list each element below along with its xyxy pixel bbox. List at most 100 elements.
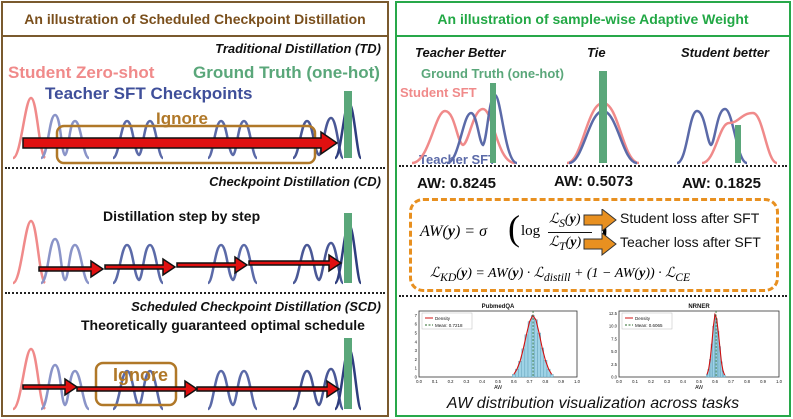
scd-title: Scheduled Checkpoint Distillation (SCD) [131, 299, 381, 314]
cd-arrow-4 [248, 253, 343, 273]
x-tick-label: 0.5 [495, 379, 501, 384]
aw-formula: AW(y) = σ [420, 223, 487, 240]
y-tick-label: 6 [415, 322, 418, 327]
x-tick-label: 0.6 [712, 379, 718, 384]
legend-density-label: Density [635, 316, 651, 321]
x-tick-label: 0.0 [616, 379, 622, 384]
cd-curves [11, 213, 363, 285]
histogram-pubmedqa: PubmedQA Density Mean: 0.7218 0.0 0.1 0.2 0.3 0… [415, 304, 581, 391]
hist-bar [549, 374, 554, 378]
y-tick-label: 5.0 [611, 349, 617, 354]
student-curve [11, 96, 47, 160]
teacher-sft-label: Teacher SFT [419, 152, 497, 167]
x-tick-label: 0.2 [648, 379, 654, 384]
y-tick-label: 10.0 [609, 324, 618, 329]
cd-arrow-1 [38, 259, 105, 279]
cd-subtitle: Distillation step by step [103, 208, 261, 224]
cd-arrow-3 [176, 255, 249, 275]
divider [399, 165, 787, 167]
y-tick-label: 7.5 [611, 336, 617, 341]
scd-curves [11, 338, 363, 411]
legend-mean-label: Mean: 0.7218 [435, 323, 463, 328]
histograms: PubmedQA Density Mean: 0.7218 0.0 0.1 0.2 0.3 0… [415, 304, 783, 391]
x-tick-label: 0.8 [744, 379, 750, 384]
cd-arrow-2 [104, 257, 177, 277]
gt-label: Ground Truth (one-hot) [421, 66, 564, 81]
scd-ignore-box [94, 361, 178, 407]
x-tick-label: 0.1 [432, 379, 438, 384]
y-tick-label: 3 [415, 348, 418, 353]
y-tick-label: 1 [415, 366, 418, 371]
histogram-nrner: NRNER Density Mean: 0.6065 0.0 0.1 0.2 0.3 0.4 0… [609, 304, 783, 391]
legend-mean-label: Mean: 0.6065 [635, 323, 663, 328]
x-tick-label: 0.2 [448, 379, 454, 384]
y-tick-label: 4 [415, 339, 418, 344]
right-panel-header: An illustration of sample-wise Adaptive … [397, 3, 789, 37]
legend-box [421, 312, 473, 330]
left-panel-header: An illustration of Scheduled Checkpoint … [3, 3, 387, 37]
scheduled-checkpoint-panel: An illustration of Scheduled Checkpoint … [1, 1, 389, 417]
hist-bar [534, 319, 538, 378]
scd-arrow-1 [22, 377, 79, 397]
left-diagram [11, 91, 363, 411]
teacher-curve-1 [39, 113, 91, 160]
scd-ignore-label: Ignore [113, 365, 169, 385]
x-tick-label: 0.8 [542, 379, 548, 384]
td-ignore-label: Ignore [156, 109, 208, 128]
legend-density-label: Density [435, 316, 451, 321]
paren-open: ( [508, 208, 520, 248]
density-curve [706, 312, 726, 376]
scd-arrow-3 [196, 379, 341, 399]
student-sft-label: Student SFT [400, 85, 477, 100]
teacher-sft-checkpoints-label: Teacher SFT Checkpoints [45, 84, 253, 103]
x-tick-label: 0.4 [680, 379, 686, 384]
x-axis-label: AW [494, 385, 502, 391]
x-tick-label: 0.7 [527, 379, 533, 384]
legend-box [621, 312, 673, 330]
hist-bar [723, 374, 726, 378]
x-tick-label: 0.3 [463, 379, 469, 384]
x-tick-label: 1.0 [776, 379, 782, 384]
ground-truth-bar [344, 91, 352, 158]
x-tick-label: 0.6 [511, 379, 517, 384]
y-tick-label: 2 [415, 357, 418, 362]
x-tick-label: 0.5 [696, 379, 702, 384]
ls-numerator: ℒS(y) [549, 212, 581, 230]
aw-value-1: AW: 0.8245 [417, 175, 496, 192]
case-teacher-better: Teacher Better [415, 45, 506, 60]
y-tick-label: 12.5 [609, 311, 618, 316]
divider [5, 167, 385, 169]
hist-title: PubmedQA [482, 304, 515, 310]
y-tick-label: 7 [415, 313, 418, 318]
x-tick-label: 0.7 [728, 379, 734, 384]
aw-value-3: AW: 0.1825 [682, 175, 761, 192]
formula-box: AW(y) = σ ( log ℒS(y) ℒT(y) ) Student lo… [409, 198, 779, 292]
x-tick-label: 0.9 [760, 379, 766, 384]
formula-arrows [583, 209, 617, 257]
td-title: Traditional Distillation (TD) [215, 41, 381, 56]
teacher-loss-label: Teacher loss after SFT [620, 234, 761, 250]
scd-subtitle: Theoretically guaranteed optimal schedul… [81, 317, 365, 333]
hist-bar [527, 321, 532, 378]
divider [399, 295, 787, 297]
hist-title: NRNER [688, 304, 710, 310]
y-tick-label: 0 [415, 375, 418, 380]
x-tick-label: 0.4 [479, 379, 485, 384]
teacher-curve-3 [206, 119, 259, 160]
student-loss-label: Student loss after SFT [620, 210, 760, 226]
teacher-curve-4 [291, 116, 345, 160]
cd-title: Checkpoint Distillation (CD) [209, 174, 381, 189]
ground-truth-label: Ground Truth (one-hot) [193, 63, 380, 82]
hist-bar [512, 374, 516, 378]
aw-value-2: AW: 0.5073 [554, 173, 633, 190]
hist-bar [714, 314, 717, 378]
lt-denominator: ℒT(y) [549, 235, 582, 253]
x-axis-label: AW [695, 385, 703, 391]
y-tick-label: 0.0 [611, 375, 617, 380]
aw-cases-diagram [411, 71, 778, 165]
aw-distribution-caption: AW distribution visualization across tas… [446, 395, 740, 412]
case-tie: Tie [587, 45, 606, 60]
x-tick-label: 1.0 [574, 379, 580, 384]
x-tick-label: 0.3 [664, 379, 670, 384]
student-zero-shot-label: Student Zero-shot [8, 63, 155, 82]
